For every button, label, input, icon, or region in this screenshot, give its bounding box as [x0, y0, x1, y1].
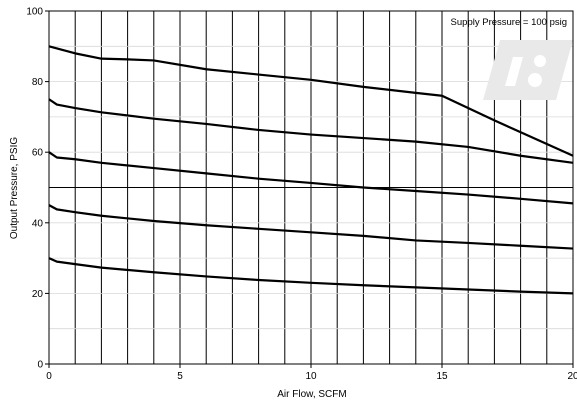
y-axis-title: Output Pressure, PSIG [9, 137, 20, 239]
y-tick-label: 80 [32, 77, 44, 88]
series-line-4 [48, 204, 574, 250]
x-tick-label: 20 [567, 371, 577, 382]
tick-labels: 0 5 10 15 20 0 20 40 60 80 100 [26, 7, 577, 383]
watermark-logo [483, 40, 573, 100]
series-line-1 [48, 45, 574, 157]
series-lines [48, 45, 574, 295]
y-tick-label: 20 [32, 289, 44, 300]
series-line-5 [48, 257, 574, 295]
logo-dot-lower [528, 73, 542, 87]
y-tick-label: 40 [32, 218, 44, 229]
logo-background [483, 40, 573, 100]
logo-dot-upper [534, 55, 546, 67]
y-tick-label: 100 [26, 7, 43, 18]
logo-bar [505, 57, 523, 86]
x-tick-label: 10 [305, 371, 317, 382]
x-tick-label: 5 [177, 371, 183, 382]
x-tick-label: 15 [436, 371, 448, 382]
series-line-3 [48, 151, 574, 205]
y-tick-label: 60 [32, 148, 44, 159]
x-axis-title: Air Flow, SCFM [277, 389, 346, 400]
series-line-2 [48, 98, 574, 164]
supply-pressure-annotation: Supply Pressure = 100 psig [451, 17, 567, 28]
y-tick-label: 0 [37, 360, 43, 371]
axes [45, 10, 574, 368]
x-tick-label: 0 [46, 371, 52, 382]
